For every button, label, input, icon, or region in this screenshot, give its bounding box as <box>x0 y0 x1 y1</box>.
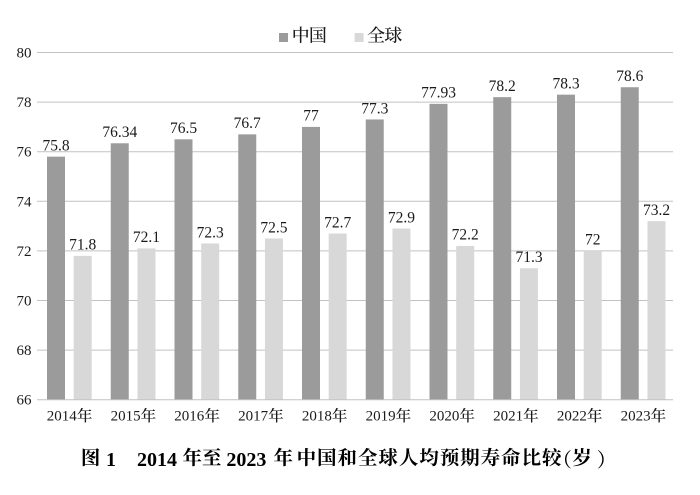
svg-text:71.3: 71.3 <box>515 249 542 266</box>
svg-text:2015: 2015 <box>111 408 141 424</box>
svg-text:78.6: 78.6 <box>616 68 643 85</box>
svg-text:2018: 2018 <box>302 408 332 424</box>
svg-text:2019: 2019 <box>366 408 396 424</box>
svg-text:72.1: 72.1 <box>133 229 160 246</box>
svg-text:76.7: 76.7 <box>234 115 261 132</box>
svg-text:2020: 2020 <box>429 408 459 424</box>
svg-text:76.34: 76.34 <box>102 124 137 141</box>
svg-text:2021: 2021 <box>493 408 523 424</box>
svg-text:72.9: 72.9 <box>388 209 415 226</box>
svg-text:70: 70 <box>17 294 32 310</box>
svg-text:77: 77 <box>303 108 319 125</box>
svg-text:76: 76 <box>17 145 33 161</box>
svg-text:72: 72 <box>17 244 32 260</box>
svg-text:78.2: 78.2 <box>489 78 516 95</box>
svg-text:66: 66 <box>17 393 33 409</box>
svg-text:2016: 2016 <box>174 408 205 424</box>
svg-text:76.5: 76.5 <box>170 120 197 137</box>
svg-text:75.8: 75.8 <box>42 138 69 155</box>
svg-text:74: 74 <box>17 194 33 210</box>
svg-text:2023: 2023 <box>621 408 651 424</box>
svg-text:72.2: 72.2 <box>452 227 479 244</box>
svg-text:78: 78 <box>17 95 32 111</box>
svg-text:2017: 2017 <box>238 408 269 424</box>
svg-text:71.8: 71.8 <box>69 237 96 254</box>
svg-text:2022: 2022 <box>557 408 587 424</box>
svg-text:2014: 2014 <box>137 449 177 471</box>
svg-text:2014: 2014 <box>47 408 78 424</box>
svg-text:80: 80 <box>17 46 32 62</box>
svg-text:77.3: 77.3 <box>361 100 388 117</box>
svg-text:72.7: 72.7 <box>324 214 351 231</box>
svg-text:77.93: 77.93 <box>421 85 456 102</box>
svg-text:78.3: 78.3 <box>552 76 579 93</box>
svg-text:73.2: 73.2 <box>643 202 670 219</box>
svg-text:72.3: 72.3 <box>197 224 224 241</box>
svg-text:68: 68 <box>17 343 32 359</box>
svg-text:1: 1 <box>106 449 116 471</box>
svg-text:2023: 2023 <box>226 449 266 471</box>
svg-text:72: 72 <box>585 232 601 249</box>
svg-text:72.5: 72.5 <box>260 219 287 236</box>
